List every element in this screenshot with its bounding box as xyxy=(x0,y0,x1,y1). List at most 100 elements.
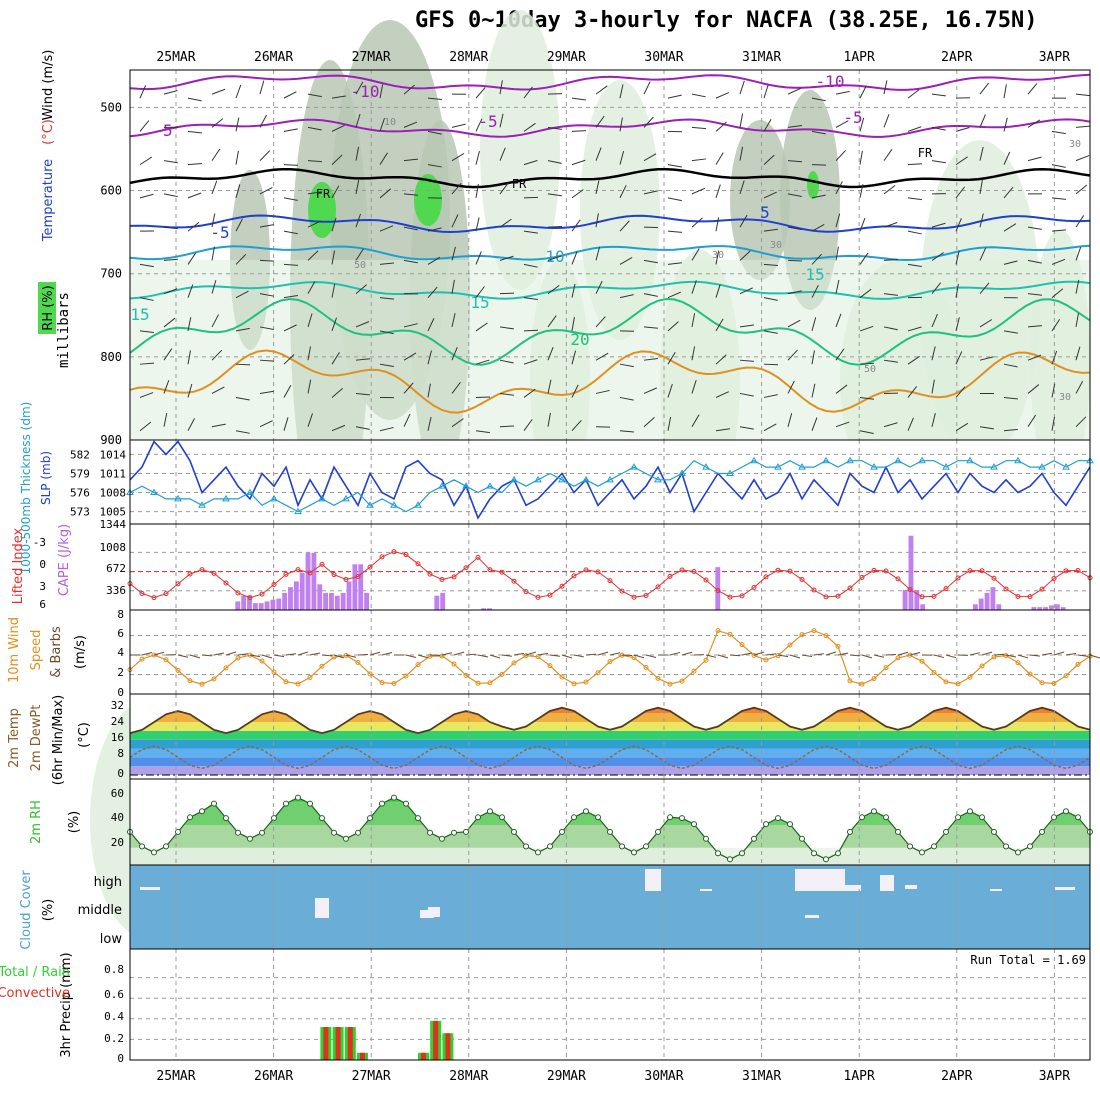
wind-barb xyxy=(331,250,336,265)
wind-barb xyxy=(523,329,539,332)
wind-barb xyxy=(787,87,801,95)
cape-bar xyxy=(329,592,334,610)
li-marker xyxy=(475,554,481,560)
wind-barb xyxy=(787,124,802,128)
wind-barb xyxy=(259,293,274,297)
li-marker xyxy=(787,568,793,574)
wind-barb xyxy=(619,117,623,132)
wind-barb xyxy=(1075,380,1084,394)
wind-barb xyxy=(355,284,367,295)
isotherm-label: -5 xyxy=(153,121,172,140)
wind-barb xyxy=(859,325,874,332)
li-marker xyxy=(595,569,601,575)
precip-convective-bar xyxy=(421,1052,426,1060)
y-tick-precip: 0 xyxy=(117,1052,124,1065)
cloud-bar xyxy=(880,875,894,891)
rh-base xyxy=(130,847,1090,865)
thickness-marker xyxy=(510,475,518,483)
wind-barb xyxy=(331,352,340,365)
wind-barb xyxy=(715,391,729,398)
wind-barb xyxy=(931,93,946,97)
date-label-bottom: 2APR xyxy=(941,1069,972,1084)
rh2m-marker xyxy=(223,815,229,822)
thickness-marker xyxy=(438,482,446,489)
wind10-barb xyxy=(909,652,921,656)
wind10-barb xyxy=(681,651,693,656)
wind-barb xyxy=(619,185,627,199)
wind-barb xyxy=(259,80,265,95)
wind-barb xyxy=(715,428,730,432)
wind-barb xyxy=(331,95,346,99)
wind10-marker xyxy=(643,664,649,670)
li-marker xyxy=(463,565,469,571)
li-marker xyxy=(943,586,949,592)
thickness-marker xyxy=(246,488,254,496)
thickness-line xyxy=(129,459,1090,513)
rh2m-marker xyxy=(199,808,205,815)
wind-barb xyxy=(475,322,488,332)
y-tick-li: 3 xyxy=(39,580,46,593)
y-tick-cape: 672 xyxy=(106,562,126,575)
wind10-barb xyxy=(1089,654,1100,659)
wind-barb xyxy=(139,392,154,398)
wind-barb xyxy=(1075,247,1082,261)
cloud-level-label: high xyxy=(94,875,122,890)
wind-barb xyxy=(475,87,486,99)
y-tick-li: 6 xyxy=(39,598,46,611)
wind-barb xyxy=(163,288,178,295)
rh2m-marker xyxy=(967,808,973,815)
rh2m-marker xyxy=(1027,843,1033,850)
wind10-barb xyxy=(609,652,621,656)
wind-barb xyxy=(715,354,727,365)
wind10-barb xyxy=(525,651,537,656)
wind-barb xyxy=(931,126,946,131)
wind-barb xyxy=(547,412,551,427)
rh2m-marker xyxy=(859,814,865,821)
rh2m-marker xyxy=(739,850,745,857)
wind10-barb xyxy=(1065,652,1077,656)
wind-barb xyxy=(907,263,922,267)
wind10-marker xyxy=(583,679,589,685)
wind-barb xyxy=(283,164,299,166)
wind-barb xyxy=(523,230,538,234)
li-marker xyxy=(187,571,193,577)
cloud-bar xyxy=(700,889,712,891)
wind-barb xyxy=(259,390,274,394)
wind10-barb xyxy=(585,653,597,656)
wind10-marker xyxy=(403,673,409,679)
wind-barb xyxy=(619,220,630,232)
wind-barb xyxy=(1027,354,1042,361)
li-marker xyxy=(139,590,145,596)
thickness-marker xyxy=(414,501,422,508)
wind-barb xyxy=(931,346,936,361)
wind10-barb xyxy=(801,654,813,658)
wind-barb xyxy=(163,226,178,230)
wind-barb xyxy=(715,152,724,165)
cape-bar xyxy=(908,535,914,610)
li-marker xyxy=(175,581,181,587)
y-tick-cape: 1008 xyxy=(100,541,127,554)
temp-unit-label: (°C) xyxy=(41,119,56,145)
isotherm-label: 10 xyxy=(545,247,564,266)
cape-bar xyxy=(996,604,1002,610)
date-label-bottom: 30MAR xyxy=(644,1069,683,1084)
cape-bar xyxy=(1049,605,1054,610)
wind-barb xyxy=(499,255,514,261)
li-marker xyxy=(835,593,841,599)
wind-barb xyxy=(1003,151,1011,165)
wind-barb xyxy=(1003,84,1007,99)
rh2m-marker xyxy=(643,843,649,850)
isotherm-label: 15 xyxy=(130,305,149,324)
wind10-marker xyxy=(523,653,529,659)
wind-barb xyxy=(451,182,462,195)
wind-barb xyxy=(235,254,247,265)
wind-barb xyxy=(1027,83,1038,95)
wind-barb xyxy=(739,324,754,328)
wind10-barb xyxy=(369,651,381,656)
li-marker xyxy=(739,593,745,599)
wind10-barb xyxy=(813,653,825,656)
wind10-barb xyxy=(873,654,885,658)
wind-barb xyxy=(691,93,706,98)
rh2m-marker xyxy=(631,849,637,856)
li-marker xyxy=(559,583,565,589)
